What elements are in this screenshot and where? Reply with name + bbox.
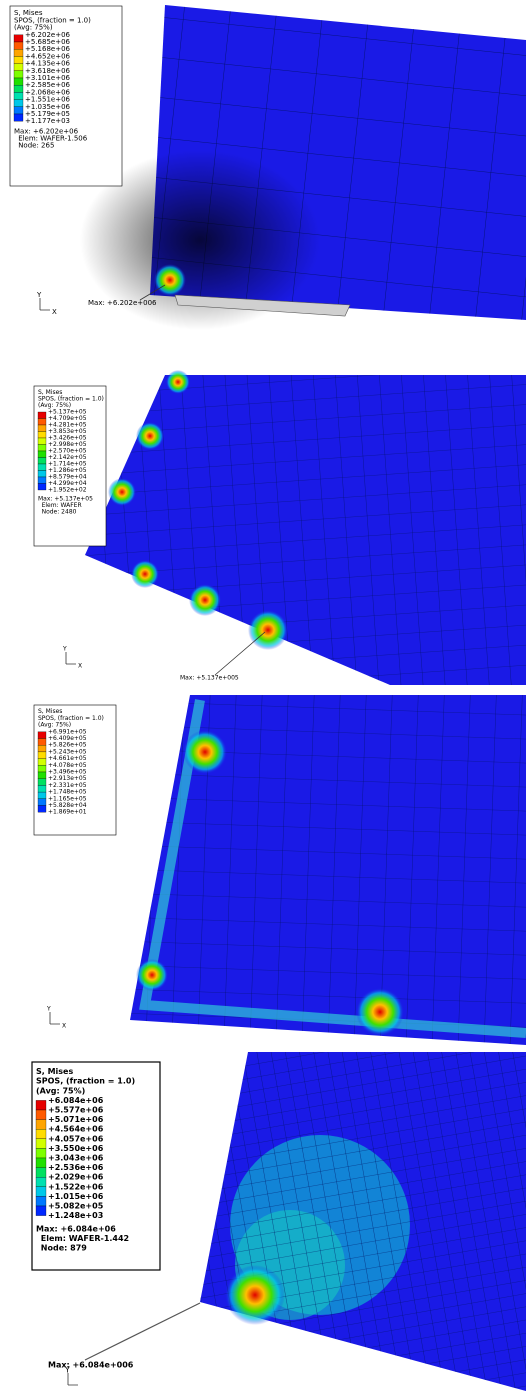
screenshot: S, MisesSPOS, (fraction = 1.0)(Avg: 75%)… [0,0,526,1391]
legend-value: +2.029e+06 [48,1173,104,1182]
axis-label: X [78,663,82,670]
color-band [38,458,46,465]
color-band [14,92,23,99]
color-band [38,445,46,452]
color-band [38,425,46,432]
color-band [38,464,46,471]
panel-2 [85,370,526,685]
color-band [36,1120,46,1130]
axis-triad [40,298,50,310]
legend-value: +5.577e+06 [48,1106,104,1115]
color-band [36,1129,46,1139]
legend-value: +1.522e+06 [48,1182,104,1191]
color-band [14,114,23,121]
color-band [36,1158,46,1168]
color-band [36,1177,46,1187]
color-band [36,1206,46,1216]
legend-node: Node: 879 [41,1244,87,1253]
color-band [38,806,46,813]
color-band [14,49,23,56]
legend-value: +1.248e+03 [48,1211,103,1220]
legend-value: +2.536e+06 [48,1163,104,1172]
axis-label: Y [36,291,42,299]
legend-value: +1.015e+06 [48,1192,104,1201]
color-band [14,35,23,42]
legend-title: (Avg: 75%) [36,1086,85,1095]
max-annotation: Max: +6.202e+006 [88,299,157,307]
color-band [38,432,46,439]
legend-node: Node: 2480 [42,509,77,516]
legend-value: +6.084e+06 [48,1096,104,1105]
axis-label: X [52,308,57,316]
color-band [38,792,46,799]
panel-1 [80,5,526,330]
color-band [14,56,23,63]
color-band [14,107,23,114]
color-band [38,745,46,752]
color-band [14,78,23,85]
max-annotation: Max: +5.137e+005 [180,675,239,682]
color-band [36,1139,46,1149]
color-band [38,419,46,426]
legend-value: +5.071e+06 [48,1115,104,1124]
legend-elem: Elem: WAFER-1.442 [41,1234,129,1243]
legend-value: +3.550e+06 [48,1144,104,1153]
color-band [14,85,23,92]
color-band [38,765,46,772]
color-band [38,799,46,806]
color-band [38,752,46,759]
color-band [14,71,23,78]
legend-value: +4.057e+06 [48,1134,104,1143]
color-band [36,1187,46,1197]
legend-title: S, Mises [36,1067,73,1076]
legend: S, MisesSPOS, (fraction = 1.0)(Avg: 75%)… [34,705,116,835]
axis-triad [50,1012,60,1024]
panel-3 [130,695,526,1045]
color-band [14,42,23,49]
color-band [14,64,23,71]
color-band [38,759,46,766]
legend-value: +5.082e+05 [48,1202,104,1211]
legend-value: +1.952e+02 [48,487,87,494]
color-band [38,477,46,484]
axis-label: Y [62,646,67,653]
color-band [36,1196,46,1206]
axis-label: Y [46,1006,51,1013]
legend-title: SPOS, (fraction = 1.0) [36,1077,135,1086]
color-band [38,772,46,779]
color-band [36,1168,46,1178]
color-band [36,1148,46,1158]
color-band [38,739,46,746]
legend-node: Node: 265 [18,142,54,150]
color-band [36,1100,46,1110]
legend-value: +3.043e+06 [48,1154,104,1163]
legend-value: +1.869e+01 [48,809,87,816]
legend-value: +1.177e+03 [25,117,70,125]
color-band [36,1110,46,1120]
color-band [38,412,46,419]
color-band [14,100,23,107]
legend-value: +4.564e+06 [48,1125,104,1134]
color-band [38,471,46,478]
color-band [38,438,46,445]
max-annotation: Max: +6.084e+006 [48,1361,134,1370]
axis-label: Y [64,1366,70,1375]
color-band [38,451,46,458]
color-band [38,732,46,739]
axis-triad [66,652,76,664]
color-band [38,779,46,786]
color-band [38,484,46,491]
legend-max: Max: +6.084e+06 [36,1225,116,1234]
axis-triad [68,1373,78,1385]
axis-label: X [62,1023,66,1030]
color-band [38,785,46,792]
